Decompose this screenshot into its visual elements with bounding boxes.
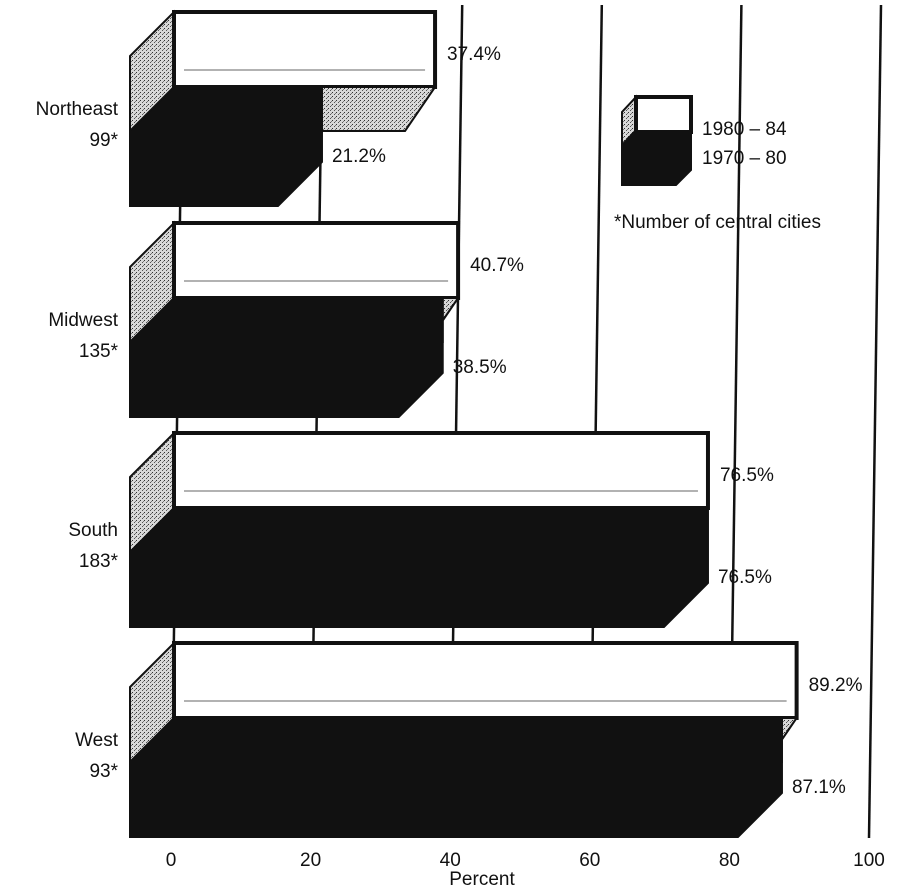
northeast-1980-84-data-label: 37.4% bbox=[447, 44, 501, 65]
midwest-city-count: 135* bbox=[79, 341, 119, 362]
west-1980-84-data-label: 89.2% bbox=[809, 675, 863, 696]
midwest-1980-84-bar bbox=[172, 221, 461, 300]
south-city-count: 183* bbox=[79, 551, 119, 572]
footnote: *Number of central cities bbox=[614, 212, 821, 233]
west-city-count: 93* bbox=[89, 761, 118, 782]
west-1970-80-bar bbox=[129, 717, 783, 838]
legend-swatch-1970-80 bbox=[621, 131, 692, 186]
midwest-1970-80-bar bbox=[129, 297, 444, 418]
labels: 0 20 40 60 80 100 37.4% 21.2% Northeast 99* 40.7% 3… bbox=[36, 44, 885, 871]
x-axis-title: Percent bbox=[449, 869, 515, 890]
x-tick-label-100: 100 bbox=[853, 850, 885, 871]
bars bbox=[129, 9, 799, 838]
northeast-1970-80-data-label: 21.2% bbox=[332, 146, 386, 167]
legend-label-1980-84: 1980 – 84 bbox=[702, 119, 787, 140]
x-tick-label-0: 0 bbox=[166, 850, 177, 871]
south-category-label: South bbox=[68, 520, 118, 541]
x-tick-label-20: 20 bbox=[300, 850, 321, 871]
west-1970-80-data-label: 87.1% bbox=[792, 777, 846, 798]
northeast-category-label: Northeast bbox=[36, 99, 119, 120]
south-1970-80-bar bbox=[129, 507, 709, 628]
legend-swatch-1980-84 bbox=[634, 95, 693, 134]
x-axis: Percent bbox=[449, 869, 515, 890]
west-1980-84-bar bbox=[172, 641, 799, 720]
midwest-category-label: Midwest bbox=[48, 310, 118, 331]
northeast-city-count: 99* bbox=[89, 130, 118, 151]
northeast-1980-84-bar bbox=[172, 10, 438, 89]
south-1970-80-data-label: 76.5% bbox=[718, 567, 772, 588]
west-category-label: West bbox=[75, 730, 119, 751]
x-tick-label-60: 60 bbox=[579, 850, 600, 871]
legend: 1980 – 84 1970 – 80 *Number of central c… bbox=[614, 94, 821, 233]
legend-label-1970-80: 1970 – 80 bbox=[702, 148, 787, 169]
northeast-1970-80-bar bbox=[129, 86, 323, 207]
south-1980-84-bar bbox=[172, 431, 710, 510]
x-tick-label-80: 80 bbox=[719, 850, 740, 871]
legend-swatch bbox=[621, 94, 693, 186]
midwest-1970-80-data-label: 38.5% bbox=[453, 357, 507, 378]
midwest-1980-84-data-label: 40.7% bbox=[470, 255, 524, 276]
northeast-1980-84-bottom bbox=[320, 86, 437, 132]
x-tick-label-40: 40 bbox=[440, 850, 461, 871]
south-1980-84-data-label: 76.5% bbox=[720, 465, 774, 486]
gridline-100 bbox=[867, 4, 883, 839]
